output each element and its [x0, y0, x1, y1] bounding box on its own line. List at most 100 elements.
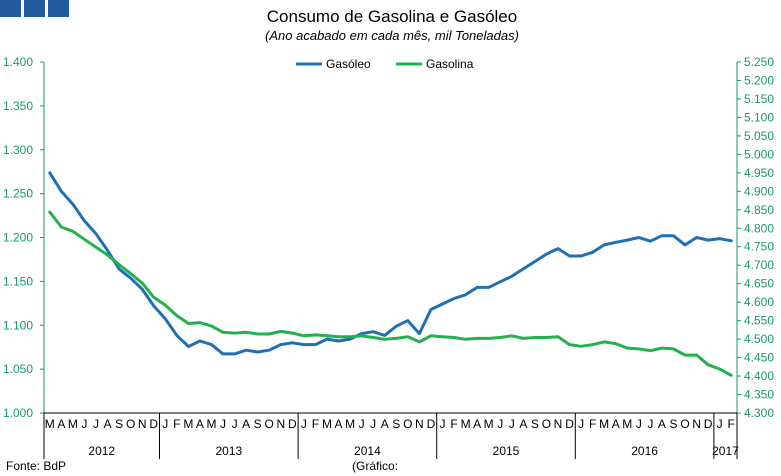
year-label: 2012 [88, 444, 115, 458]
month-tick-label: J [93, 417, 99, 431]
month-tick-label: D [565, 417, 574, 431]
series-line-gasolina [48, 210, 733, 377]
month-tick-label: F [450, 417, 457, 431]
month-tick-label: N [692, 417, 701, 431]
month-tick-label: J [717, 417, 723, 431]
logo [0, 0, 69, 17]
month-tick-label: J [232, 417, 238, 431]
month-tick-label: D [704, 417, 713, 431]
right-tick-label: 4.500 [744, 332, 774, 346]
month-tick-label: N [276, 417, 285, 431]
month-tick-label: A [658, 417, 666, 431]
left-tick-label: 1.300 [3, 143, 33, 157]
series-line-gasleo [48, 171, 733, 356]
left-tick-label: 1.350 [3, 99, 33, 113]
month-tick-label: A [381, 417, 389, 431]
month-tick-label: O [265, 417, 274, 431]
month-tick-label: S [254, 417, 262, 431]
right-tick-label: 4.800 [744, 221, 774, 235]
right-tick-label: 5.100 [744, 110, 774, 124]
month-tick-label: F [173, 417, 180, 431]
right-tick-label: 4.600 [744, 295, 774, 309]
month-tick-label: O [680, 417, 689, 431]
right-tick-label: 5.000 [744, 147, 774, 161]
month-tick-label: F [589, 417, 596, 431]
right-tick-label: 4.350 [744, 388, 774, 402]
month-tick-label: J [220, 417, 226, 431]
logo-block [48, 0, 69, 17]
right-tick-label: 5.050 [744, 129, 774, 143]
month-tick-label: M [345, 417, 355, 431]
month-tick-label: A [57, 417, 65, 431]
left-tick-label: 1.050 [3, 362, 33, 376]
month-tick-label: O [542, 417, 551, 431]
month-tick-label: O [403, 417, 412, 431]
month-tick-label: J [636, 417, 642, 431]
month-tick-label: N [554, 417, 563, 431]
month-tick-label: M [45, 417, 55, 431]
left-tick-label: 1.200 [3, 231, 33, 245]
month-tick-label: J [162, 417, 168, 431]
legend-label: Gasolina [426, 57, 474, 71]
month-tick-label: S [669, 417, 677, 431]
month-tick-label: D [427, 417, 436, 431]
month-tick-label: M [68, 417, 78, 431]
right-tick-label: 5.250 [744, 55, 774, 69]
month-tick-label: M [622, 417, 632, 431]
month-tick-label: S [531, 417, 539, 431]
month-tick-label: N [138, 417, 147, 431]
chart-title: Consumo de Gasolina e Gasóleo [267, 7, 517, 26]
month-tick-label: J [370, 417, 376, 431]
left-tick-label: 1.100 [3, 318, 33, 332]
right-tick-label: 4.750 [744, 240, 774, 254]
month-tick-label: M [461, 417, 471, 431]
month-tick-label: M [322, 417, 332, 431]
right-tick-label: 4.950 [744, 166, 774, 180]
month-tick-label: J [497, 417, 503, 431]
month-tick-label: J [509, 417, 515, 431]
month-tick-label: A [104, 417, 112, 431]
month-tick-label: J [81, 417, 87, 431]
right-tick-label: 4.850 [744, 203, 774, 217]
source-note: Fonte: BdP [6, 459, 66, 473]
month-tick-label: D [149, 417, 158, 431]
month-tick-label: M [183, 417, 193, 431]
month-tick-label: O [126, 417, 135, 431]
month-tick-label: J [578, 417, 584, 431]
logo-block [0, 0, 21, 17]
month-tick-label: F [312, 417, 319, 431]
right-tick-label: 4.550 [744, 314, 774, 328]
left-tick-label: 1.000 [3, 406, 33, 420]
chart-subtitle: (Ano acabado em cada mês, mil Toneladas) [265, 28, 519, 43]
month-tick-label: M [484, 417, 494, 431]
month-tick-label: A [612, 417, 620, 431]
month-tick-label: N [415, 417, 424, 431]
month-tick-label: A [242, 417, 250, 431]
month-tick-label: J [359, 417, 365, 431]
month-tick-label: J [439, 417, 445, 431]
month-tick-label: A [473, 417, 481, 431]
month-tick-label: S [115, 417, 123, 431]
right-tick-label: 4.400 [744, 369, 774, 383]
legend-label: Gasóleo [326, 57, 371, 71]
right-tick-label: 4.900 [744, 184, 774, 198]
month-tick-label: D [288, 417, 297, 431]
month-tick-label: A [519, 417, 527, 431]
month-tick-label: F [728, 417, 735, 431]
right-tick-label: 5.200 [744, 73, 774, 87]
month-tick-label: A [196, 417, 204, 431]
month-tick-label: J [301, 417, 307, 431]
left-tick-label: 1.150 [3, 274, 33, 288]
month-tick-label: M [599, 417, 609, 431]
right-tick-label: 4.650 [744, 277, 774, 291]
year-label: 2016 [631, 444, 658, 458]
chart-note: (Gráfico: [352, 459, 398, 473]
year-label: 2017 [712, 444, 739, 458]
year-label: 2013 [215, 444, 242, 458]
right-tick-label: 5.150 [744, 92, 774, 106]
left-tick-label: 1.250 [3, 187, 33, 201]
year-label: 2015 [493, 444, 520, 458]
month-tick-label: A [335, 417, 343, 431]
month-tick-label: S [392, 417, 400, 431]
